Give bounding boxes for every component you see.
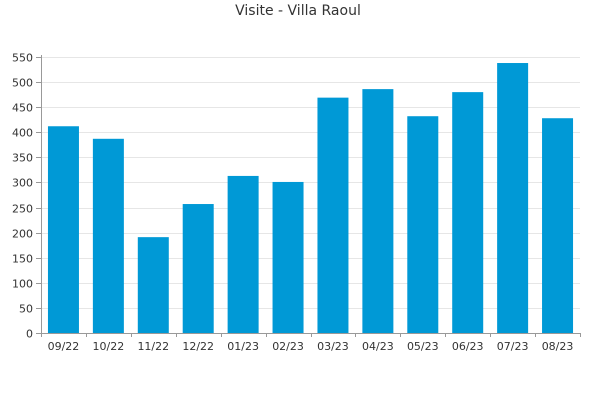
bars-group [47,63,574,334]
grid-lines [41,57,580,309]
axes-group [36,55,581,337]
x-tick-label: 02/23 [272,340,304,353]
y-tick-label: 350 [12,152,33,165]
x-tick-label: 03/23 [317,340,349,353]
y-tick-label: 500 [12,77,33,90]
x-tick-label: 07/23 [497,340,529,353]
x-tick-label: 05/23 [407,340,439,353]
bar-10-22 [92,138,124,333]
x-tick-label: 04/23 [362,340,394,353]
y-tick-label: 400 [12,127,33,140]
y-tick-label: 200 [12,228,33,241]
y-tick-label: 300 [12,177,33,190]
bar-08-23 [542,118,574,333]
y-tick-label: 100 [12,278,33,291]
chart-title: Visite - Villa Raoul [235,3,361,19]
x-tick-label: 01/23 [227,340,259,353]
x-tick-label: 06/23 [452,340,484,353]
y-tick-label: 550 [12,52,33,65]
y-tick-label: 0 [26,328,33,341]
bar-03-23 [317,97,349,333]
x-tick-label: 10/22 [93,340,125,353]
bar-05-23 [407,116,439,334]
x-tick-label: 09/22 [48,340,80,353]
x-tick-label: 08/23 [542,340,574,353]
x-tick-labels: 09/22 10/22 11/22 12/22 01/23 02/23 03/23 04/23… [48,340,574,353]
y-tick-label: 150 [12,253,33,266]
y-tick-labels: 0 50 100 150 200 250 300 350 400 450 500 550 [12,52,33,341]
bar-04-23 [362,89,394,333]
bar-01-23 [227,175,259,333]
bar-11-22 [137,237,169,333]
bar-09-22 [47,126,79,333]
x-tick-label: 11/22 [137,340,169,353]
y-tick-label: 50 [19,303,33,316]
bar-07-23 [497,63,529,333]
x-tick-label: 12/22 [182,340,214,353]
bar-06-23 [452,92,484,333]
y-tick-label: 250 [12,203,33,216]
y-tick-label: 450 [12,102,33,115]
bar-12-22 [182,204,214,333]
bar-02-23 [272,181,304,333]
